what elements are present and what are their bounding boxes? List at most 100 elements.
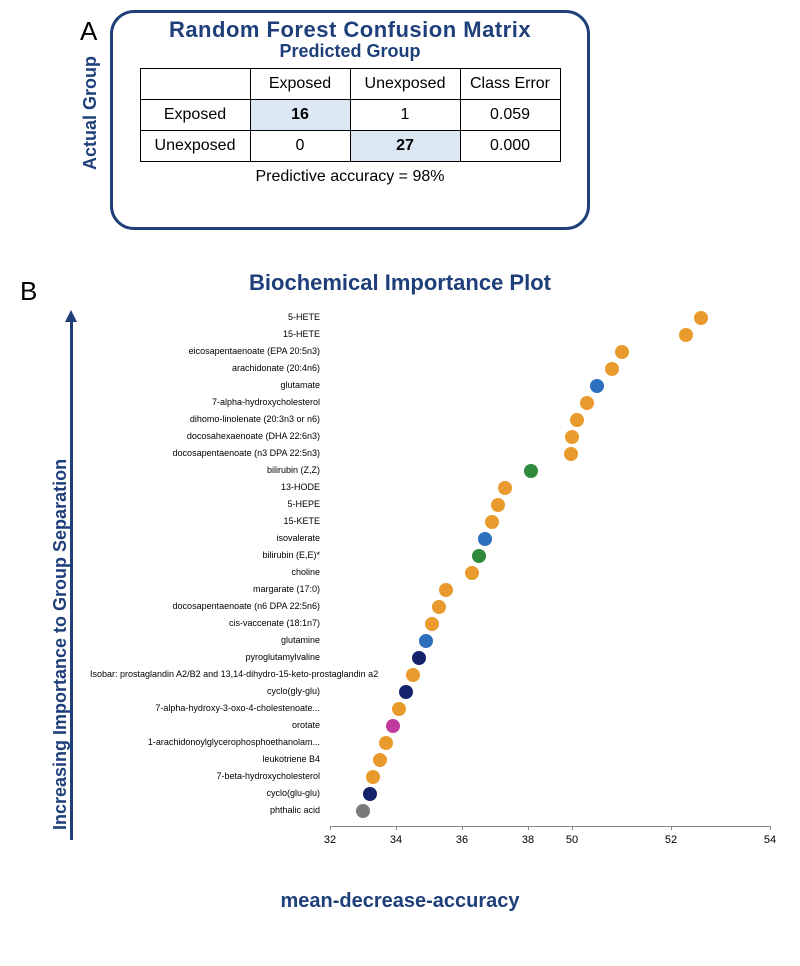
point-label: orotate (90, 720, 320, 730)
plot-row: choline (100, 565, 770, 583)
data-point (485, 515, 499, 529)
col-unexposed: Unexposed (350, 69, 460, 100)
plot-row: 15-KETE (100, 514, 770, 532)
plot-row: docosapentaenoate (n3 DPA 22:5n3) (100, 446, 770, 464)
data-point (615, 345, 629, 359)
point-label: 15-HETE (90, 329, 320, 339)
point-label: 7-beta-hydroxycholesterol (90, 771, 320, 781)
plot-row: 7-alpha-hydroxy-3-oxo-4-cholestenoate... (100, 701, 770, 719)
plot-row: glutamine (100, 633, 770, 651)
data-point (399, 685, 413, 699)
xtick-label: 32 (324, 834, 336, 846)
data-point (386, 719, 400, 733)
point-label: docosapentaenoate (n3 DPA 22:5n3) (90, 448, 320, 458)
cell-exposed-unexposed: 1 (350, 100, 460, 131)
data-point (679, 328, 693, 342)
plot-row: docosahexaenoate (DHA 22:6n3) (100, 429, 770, 447)
plot-row: glutamate (100, 378, 770, 396)
data-point (694, 311, 708, 325)
xtick-label: 36 (456, 834, 468, 846)
point-label: choline (90, 567, 320, 577)
data-point (564, 447, 578, 461)
point-label: Isobar: prostaglandin A2/B2 and 13,14-di… (90, 669, 320, 679)
actual-group-label: Actual Group (80, 56, 101, 170)
plot-row: 1-arachidonoylglycerophosphoethanolam... (100, 735, 770, 753)
point-label: isovalerate (90, 533, 320, 543)
confusion-matrix-panel: A Actual Group Random Forest Confusion M… (60, 10, 600, 240)
data-point (491, 498, 505, 512)
point-label: margarate (17:0) (90, 584, 320, 594)
data-point (590, 379, 604, 393)
xaxis-label: mean-decrease-accuracy (0, 890, 800, 913)
data-point (524, 464, 538, 478)
xtick-label: 38 (522, 834, 534, 846)
point-label: leukotriene B4 (90, 754, 320, 764)
plot-row: Isobar: prostaglandin A2/B2 and 13,14-di… (100, 667, 770, 685)
point-label: cyclo(gly-glu) (90, 686, 320, 696)
table-row: Exposed 16 1 0.059 (140, 100, 560, 131)
data-point (356, 804, 370, 818)
data-point (419, 634, 433, 648)
data-point (406, 668, 420, 682)
table-accuracy-row: Predictive accuracy = 98% (140, 162, 560, 193)
point-label: docosahexaenoate (DHA 22:6n3) (90, 431, 320, 441)
plot-row: cis-vaccenate (18:1n7) (100, 616, 770, 634)
plot-row: 7-alpha-hydroxycholesterol (100, 395, 770, 413)
point-label: glutamine (90, 635, 320, 645)
data-point (565, 430, 579, 444)
data-point (605, 362, 619, 376)
data-point (392, 702, 406, 716)
xtick-label: 50 (566, 834, 578, 846)
yaxis-label: Increasing Importance to Group Separatio… (50, 459, 71, 830)
plot-row: 5-HEPE (100, 497, 770, 515)
data-point (472, 549, 486, 563)
point-label: bilirubin (Z,Z) (90, 465, 320, 475)
point-label: 5-HEPE (90, 499, 320, 509)
plot-row: eicosapentaenoate (EPA 20:5n3) (100, 344, 770, 362)
confusion-matrix-table: Exposed Unexposed Class Error Exposed 16… (140, 68, 561, 192)
plot-row: margarate (17:0) (100, 582, 770, 600)
xtick-mark (462, 826, 463, 830)
point-label: bilirubin (E,E)* (90, 550, 320, 560)
data-point (412, 651, 426, 665)
data-point (363, 787, 377, 801)
data-point (570, 413, 584, 427)
plot-row: docosapentaenoate (n6 DPA 22:5n6) (100, 599, 770, 617)
plot-row: cyclo(glu-glu) (100, 786, 770, 804)
accuracy-text: Predictive accuracy = 98% (140, 162, 560, 193)
plot-row: bilirubin (Z,Z) (100, 463, 770, 481)
cell-unexposed-exposed: 0 (250, 131, 350, 162)
point-label: glutamate (90, 380, 320, 390)
point-label: cis-vaccenate (18:1n7) (90, 618, 320, 628)
data-point (425, 617, 439, 631)
confusion-matrix-title: Random Forest Confusion Matrix (113, 17, 587, 43)
cell-unexposed-error: 0.000 (460, 131, 560, 162)
cell-exposed-error: 0.059 (460, 100, 560, 131)
plot-row: 7-beta-hydroxycholesterol (100, 769, 770, 787)
xtick-mark (330, 826, 331, 830)
xtick-label: 34 (390, 834, 402, 846)
point-label: dihomo-linolenate (20:3n3 or n6) (90, 414, 320, 424)
point-label: 13-HODE (90, 482, 320, 492)
data-point (465, 566, 479, 580)
col-error: Class Error (460, 69, 560, 100)
row-unexposed-label: Unexposed (140, 131, 250, 162)
plot-row: arachidonate (20:4n6) (100, 361, 770, 379)
data-point (366, 770, 380, 784)
data-point (478, 532, 492, 546)
plot-row: pyroglutamylvaline (100, 650, 770, 668)
table-row: Unexposed 0 27 0.000 (140, 131, 560, 162)
point-label: 7-alpha-hydroxycholesterol (90, 397, 320, 407)
xtick-label: 52 (665, 834, 677, 846)
point-label: arachidonate (20:4n6) (90, 363, 320, 373)
xtick-mark (770, 826, 771, 830)
plot-row: orotate (100, 718, 770, 736)
data-point (439, 583, 453, 597)
importance-plot-panel: B Biochemical Importance Plot Increasing… (0, 270, 800, 950)
data-point (373, 753, 387, 767)
plot-row: 15-HETE (100, 327, 770, 345)
xtick-mark (396, 826, 397, 830)
xtick-mark (671, 826, 672, 830)
xtick-mark (528, 826, 529, 830)
row-exposed-label: Exposed (140, 100, 250, 131)
